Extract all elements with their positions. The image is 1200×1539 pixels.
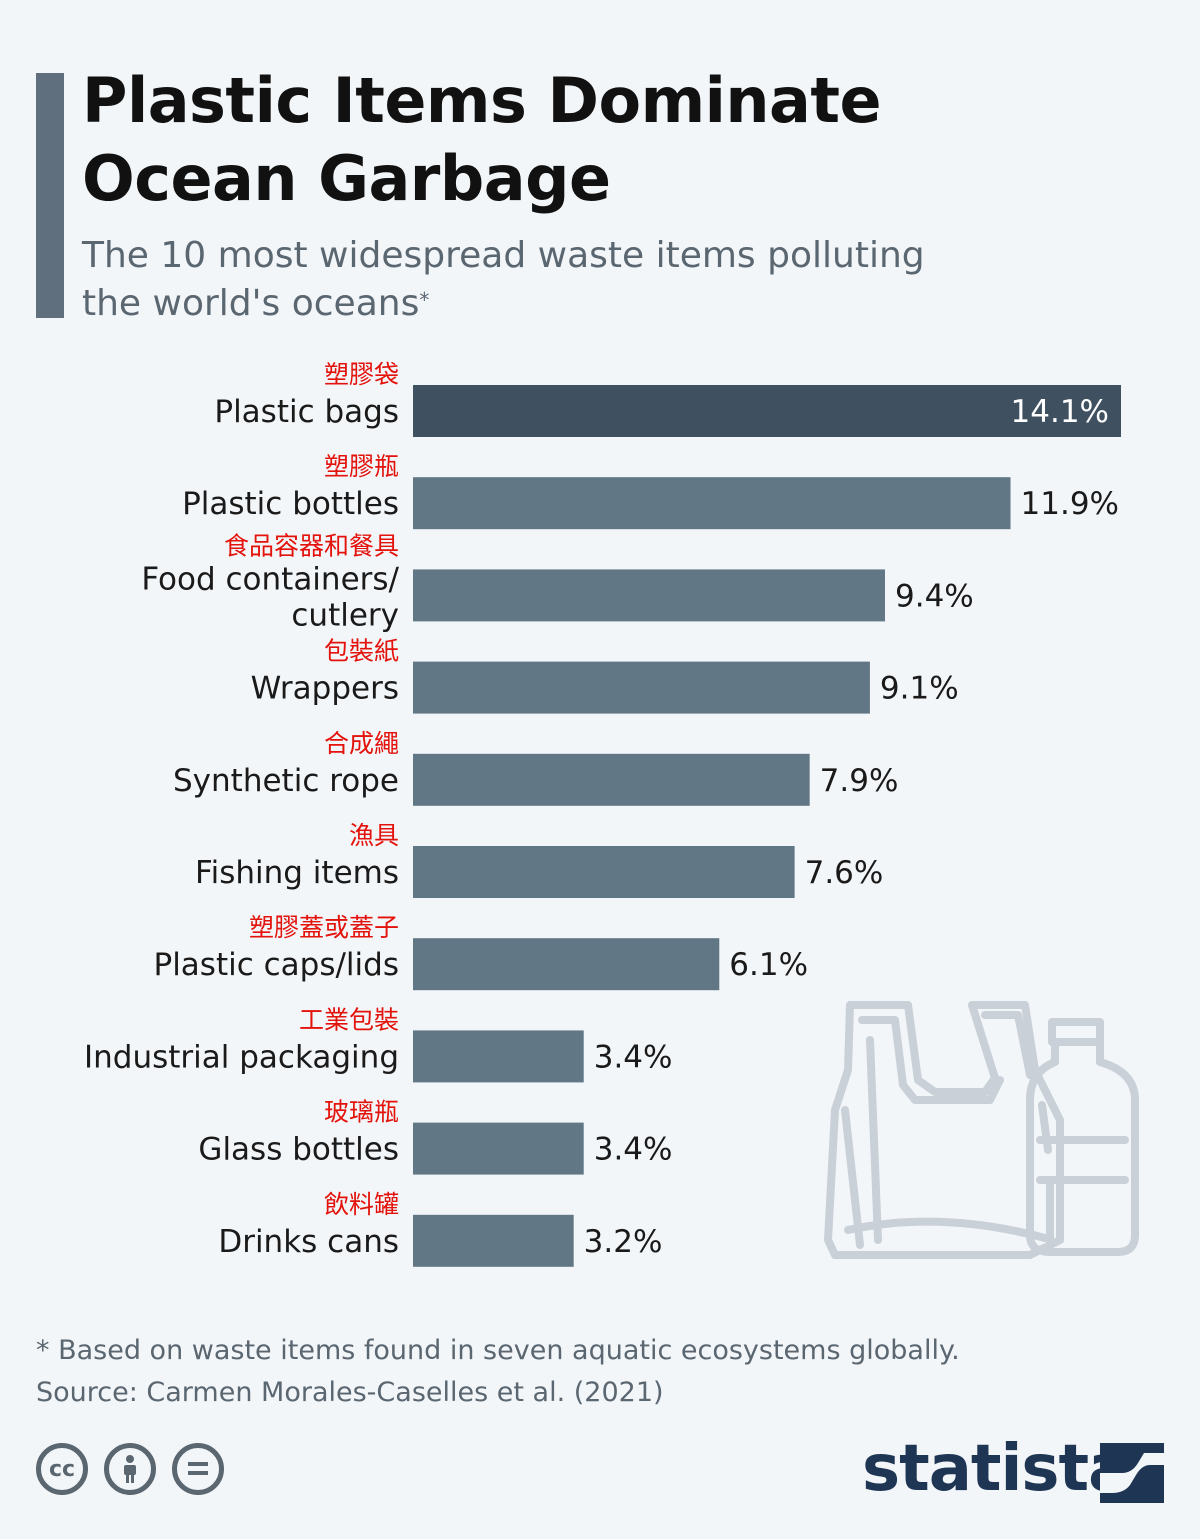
category-label: Glass bottles — [198, 1132, 399, 1168]
category-label: Plastic caps/lids — [154, 947, 400, 983]
category-label: Drinks cans — [218, 1224, 399, 1260]
category-label-chinese: 飲料罐 — [324, 1190, 399, 1219]
subtitle-footnote-marker: * — [419, 288, 430, 312]
data-label: 9.4% — [895, 578, 974, 614]
statista-logo-icon[interactable] — [1100, 1443, 1164, 1503]
category-label: Wrappers — [251, 671, 399, 707]
statista-wordmark[interactable]: statista — [862, 1432, 1131, 1506]
data-label: 3.2% — [584, 1224, 663, 1260]
title-accent-bar — [36, 73, 64, 318]
no-derivatives-icon[interactable] — [172, 1443, 224, 1495]
category-label-chinese: 塑膠袋 — [324, 360, 399, 389]
category-label: Synthetic rope — [173, 763, 399, 799]
category-label-chinese: 包裝紙 — [324, 637, 399, 666]
category-label-chinese: 漁具 — [349, 821, 399, 850]
category-label-chinese: 工業包裝 — [299, 1005, 399, 1034]
data-label: 7.6% — [805, 855, 884, 891]
person-icon — [124, 1455, 136, 1483]
license-icons: cc — [36, 1443, 224, 1495]
cc-license-icon[interactable]: cc — [36, 1443, 88, 1495]
category-label: Industrial packaging — [84, 1039, 399, 1075]
data-label: 11.9% — [1021, 486, 1119, 522]
data-label: 3.4% — [594, 1039, 673, 1075]
category-label: Food containers/ — [141, 561, 399, 597]
footnote-block: * Based on waste items found in seven aq… — [36, 1330, 960, 1414]
category-label: cutlery — [291, 597, 399, 633]
bar — [413, 569, 885, 622]
bar — [413, 477, 1011, 530]
bar — [413, 753, 810, 806]
bars-layer: 14.1% Plastic bags 塑膠袋 11.9% Plastic bottles… — [84, 360, 1121, 1267]
category-label-chinese: 玻璃瓶 — [324, 1098, 399, 1127]
bar — [413, 938, 720, 991]
category-label-chinese: 塑膠瓶 — [324, 452, 399, 481]
category-label: Fishing items — [195, 855, 399, 891]
equals-icon — [188, 1462, 208, 1475]
data-label: 14.1% — [1011, 394, 1109, 430]
category-label-chinese: 合成繩 — [324, 729, 399, 758]
plastic-bag-and-bottle-illustration — [824, 1001, 1139, 1259]
subtitle-text: The 10 most widespread waste items pollu… — [82, 235, 925, 324]
attribution-icon[interactable] — [104, 1443, 156, 1495]
data-label: 7.9% — [820, 763, 899, 799]
bar — [413, 1122, 584, 1175]
category-label: Plastic bottles — [182, 486, 399, 522]
category-label: Plastic bags — [214, 394, 399, 430]
category-label-chinese: 食品容器和餐具 — [224, 531, 399, 560]
category-label-chinese: 塑膠蓋或蓋子 — [249, 913, 399, 942]
chart-subtitle: The 10 most widespread waste items pollu… — [82, 232, 982, 328]
bar — [413, 661, 870, 714]
source-text: Source: Carmen Morales-Caselles et al. (… — [36, 1377, 664, 1408]
data-label: 6.1% — [729, 947, 808, 983]
chart-title: Plastic Items Dominate Ocean Garbage — [82, 64, 882, 215]
bar — [413, 1214, 574, 1267]
bar — [413, 1030, 584, 1083]
bar — [413, 846, 795, 898]
data-label: 3.4% — [594, 1132, 673, 1168]
bar — [413, 385, 1121, 437]
footnote-text: * Based on waste items found in seven aq… — [36, 1335, 960, 1366]
data-label: 9.1% — [880, 671, 959, 707]
